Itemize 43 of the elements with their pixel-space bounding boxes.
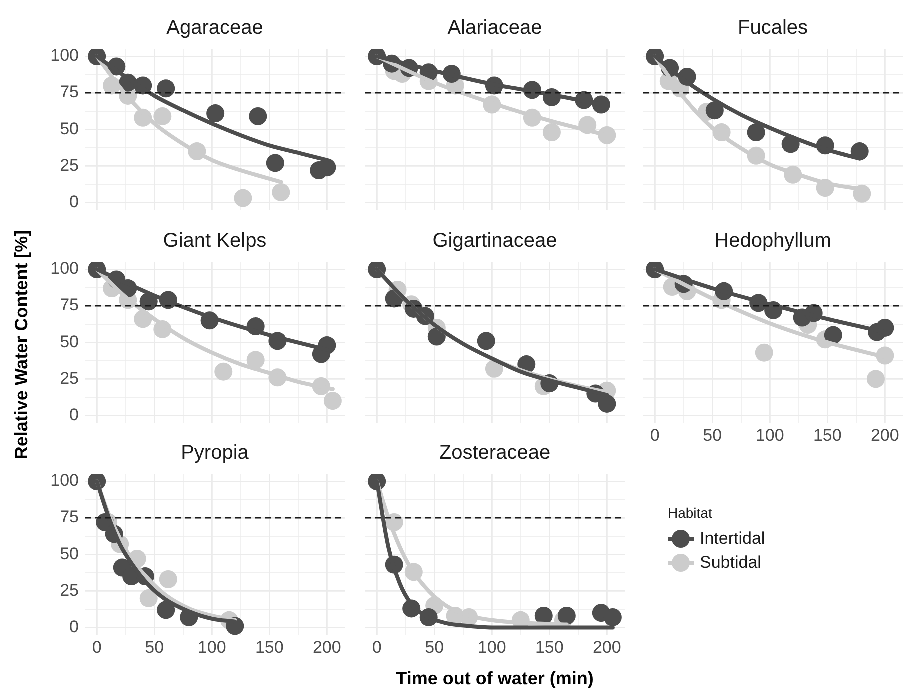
chart-title: Fucales xyxy=(736,17,810,40)
y-tick-label: 100 xyxy=(50,259,79,278)
x-tick-label: 0 xyxy=(650,426,660,445)
y-tick-label: 50 xyxy=(60,119,79,138)
x-tick-label: 50 xyxy=(145,638,164,657)
y-tick-label: 0 xyxy=(70,192,79,212)
y-tick-label: 50 xyxy=(60,332,79,352)
y-tick-label: 100 xyxy=(50,471,79,490)
x-tick-label: 100 xyxy=(756,426,784,445)
x-tick-label: 50 xyxy=(703,426,722,445)
y-tick-label: 75 xyxy=(60,296,79,315)
x-tick-label: 150 xyxy=(813,426,842,445)
y-tick-label: 100 xyxy=(50,46,79,66)
y-axis-title: Relative Water Content [%] xyxy=(12,230,32,460)
x-tick-label: 100 xyxy=(478,638,506,657)
x-tick-label: 0 xyxy=(372,638,382,657)
chart-title: Alariaceae xyxy=(446,17,544,40)
chart-title: Hedophyllum xyxy=(714,230,832,253)
y-tick-label: 75 xyxy=(60,508,79,527)
y-tick-label: 0 xyxy=(70,405,79,424)
y-tick-label: 25 xyxy=(60,368,79,388)
x-tick-label: 150 xyxy=(535,638,564,657)
y-tick-label: 25 xyxy=(60,580,79,600)
chart-title: Agaraceae xyxy=(166,17,264,40)
x-axis-title: Time out of water (min) xyxy=(396,668,594,690)
y-tick-label: 50 xyxy=(60,544,79,564)
x-tick-label: 0 xyxy=(92,638,102,657)
x-tick-label: 200 xyxy=(312,638,342,657)
chart-title: Pyropia xyxy=(180,442,250,465)
legend-title: Habitat xyxy=(668,505,714,521)
x-tick-label: 200 xyxy=(592,638,622,657)
y-tick-label: 75 xyxy=(60,82,79,102)
y-tick-label: 25 xyxy=(60,156,79,175)
x-tick-label: 50 xyxy=(425,638,444,657)
x-tick-label: 150 xyxy=(255,638,284,657)
x-tick-label: 200 xyxy=(870,426,900,445)
chart-title: Giant Kelps xyxy=(162,230,268,253)
chart-title: Zosteraceae xyxy=(438,442,552,465)
x-tick-label: 100 xyxy=(198,638,226,657)
y-tick-label: 0 xyxy=(70,617,79,636)
legend-label: Intertidal xyxy=(700,529,766,549)
chart-title: Gigartinaceae xyxy=(432,230,558,253)
legend-label: Subtidal xyxy=(700,553,762,573)
